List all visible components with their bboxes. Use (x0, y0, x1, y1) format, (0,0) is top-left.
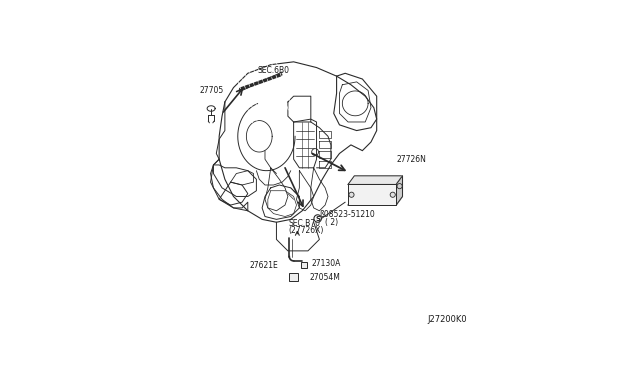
Polygon shape (348, 176, 403, 185)
Text: J27200K0: J27200K0 (428, 315, 467, 324)
Text: 27705: 27705 (199, 86, 223, 95)
Text: 27130A: 27130A (312, 259, 340, 268)
FancyBboxPatch shape (289, 273, 298, 281)
Text: 27621E: 27621E (250, 261, 279, 270)
Circle shape (397, 183, 402, 189)
Text: 27726N: 27726N (397, 154, 427, 164)
Circle shape (314, 215, 321, 222)
FancyBboxPatch shape (348, 185, 396, 205)
Text: SEC.B70: SEC.B70 (289, 219, 321, 228)
Circle shape (390, 192, 396, 197)
Text: ( 2): ( 2) (324, 218, 338, 227)
Text: SEC.6B0: SEC.6B0 (258, 66, 290, 75)
Polygon shape (348, 196, 403, 205)
Text: ß08523-51210: ß08523-51210 (319, 211, 374, 219)
Circle shape (349, 192, 354, 197)
Text: S: S (315, 215, 320, 221)
FancyBboxPatch shape (301, 262, 307, 268)
Text: 27054M: 27054M (310, 273, 341, 282)
Polygon shape (396, 176, 403, 205)
Text: (27726X): (27726X) (289, 226, 324, 235)
